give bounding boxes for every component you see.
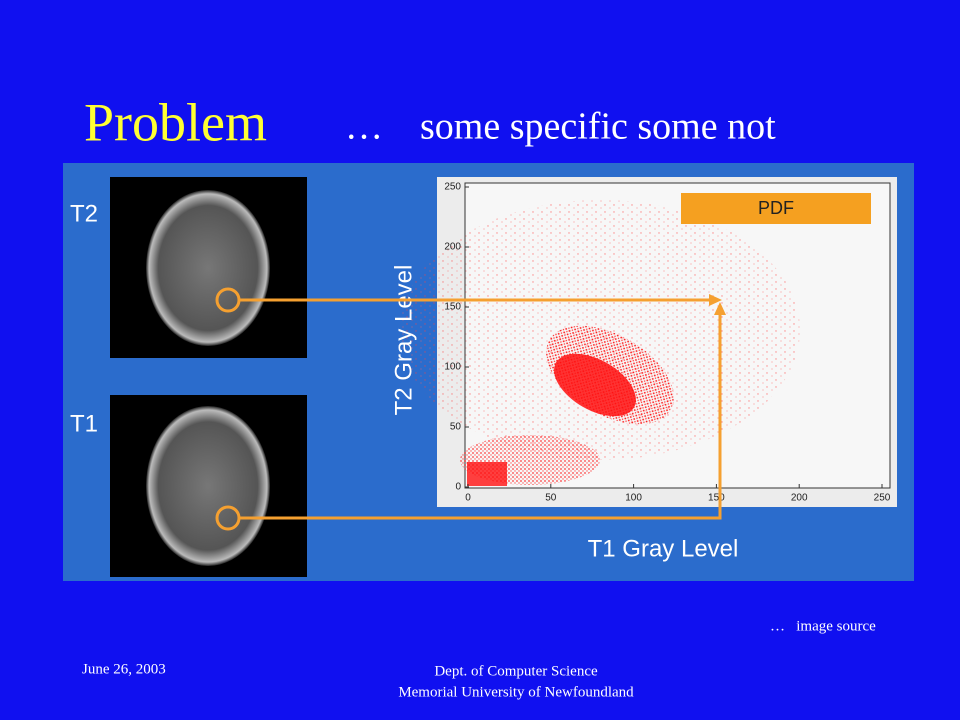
source-note: … image source — [770, 618, 876, 634]
y-tick-label: 200 — [444, 242, 461, 253]
x-tick-label: 50 — [545, 493, 557, 504]
arrow-head — [714, 302, 726, 315]
axis-ticks: 0 50 100 150 200 250 0 50 100 150 200 250 — [444, 182, 890, 504]
scatter-cloud — [400, 200, 800, 486]
y-tick-label: 100 — [444, 362, 461, 373]
footer-department: Dept. of Computer Science — [434, 663, 598, 679]
image-label: T1 — [70, 410, 98, 437]
brain — [146, 190, 270, 346]
image-label: T2 — [70, 200, 98, 227]
subtitle: some specific some not — [420, 106, 776, 148]
connector — [239, 312, 722, 520]
point-cloud — [467, 462, 507, 486]
figure: T2 T1 PDF 0 50 100 150 200 250 0 50 100 150 200 250… — [63, 163, 914, 581]
x-tick-label: 250 — [874, 493, 891, 504]
legend-label: PDF — [758, 198, 794, 218]
y-tick-label: 150 — [444, 302, 461, 313]
y-tick-label: 50 — [450, 422, 462, 433]
footer-university: Memorial University of Newfoundland — [398, 684, 634, 700]
x-tick-label: 100 — [625, 493, 642, 504]
legend-box — [681, 193, 871, 224]
x-tick-label: 200 — [791, 493, 808, 504]
arrow-head — [709, 294, 722, 306]
slide-title: Problem — [84, 92, 267, 152]
y-tick-label: 0 — [455, 482, 461, 493]
x-tick-label: 150 — [708, 493, 725, 504]
y-tick-label: 250 — [444, 182, 461, 193]
y-axis-label: T2 Gray Level — [390, 265, 417, 416]
x-axis-label: T1 Gray Level — [588, 535, 739, 562]
brain — [146, 406, 270, 566]
footer-date: June 26, 2003 — [82, 661, 166, 677]
point-cloud — [554, 353, 636, 417]
subtitle-lead: … — [345, 106, 383, 148]
x-tick-label: 0 — [465, 493, 471, 504]
